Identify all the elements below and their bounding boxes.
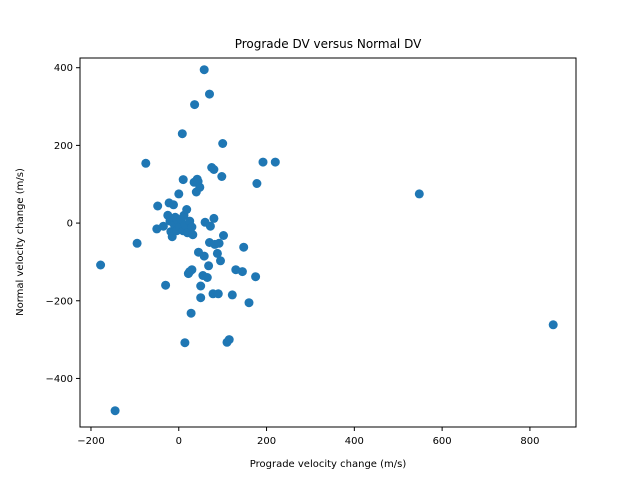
data-point bbox=[209, 165, 219, 174]
x-axis: −200 0 200 400 600 800 bbox=[77, 427, 539, 447]
data-point bbox=[217, 172, 227, 181]
x-tick-label: 0 bbox=[176, 436, 182, 447]
data-point bbox=[195, 182, 205, 192]
data-point bbox=[219, 231, 228, 240]
chart-title: Prograde DV versus Normal DV bbox=[235, 37, 422, 51]
data-point bbox=[132, 238, 142, 248]
y-tick-label: 0 bbox=[67, 219, 73, 230]
data-point bbox=[414, 189, 424, 199]
y-tick-label: 400 bbox=[54, 63, 73, 74]
data-point bbox=[199, 251, 209, 261]
data-point bbox=[196, 281, 206, 291]
data-point bbox=[199, 65, 209, 75]
data-point bbox=[209, 213, 219, 223]
x-tick-label: 800 bbox=[520, 436, 539, 447]
y-tick-label: −200 bbox=[46, 296, 73, 307]
data-point bbox=[244, 298, 254, 308]
x-tick-label: 200 bbox=[257, 436, 276, 447]
data-point bbox=[213, 289, 223, 299]
data-point bbox=[202, 273, 212, 282]
data-point bbox=[196, 293, 206, 303]
data-point bbox=[180, 338, 190, 348]
data-point bbox=[178, 175, 188, 185]
data-point bbox=[177, 129, 187, 139]
data-point bbox=[270, 157, 280, 167]
points-layer bbox=[96, 65, 558, 416]
data-point bbox=[214, 238, 224, 248]
data-point bbox=[205, 89, 214, 99]
data-point bbox=[186, 308, 196, 318]
x-tick-label: 400 bbox=[345, 436, 364, 447]
data-point bbox=[158, 221, 168, 231]
data-point bbox=[187, 222, 197, 232]
data-point bbox=[188, 230, 198, 240]
x-tick-label: −200 bbox=[77, 436, 104, 447]
plot-frame bbox=[79, 57, 577, 428]
data-point bbox=[205, 221, 215, 231]
y-axis: −400 −200 0 200 400 bbox=[46, 63, 80, 385]
data-point bbox=[174, 189, 184, 199]
data-point bbox=[252, 179, 262, 188]
data-point bbox=[141, 158, 151, 168]
y-axis-label: Normal velocity change (m/s) bbox=[15, 168, 26, 316]
data-point bbox=[161, 280, 171, 290]
data-point bbox=[187, 265, 197, 275]
data-point bbox=[239, 242, 249, 252]
data-point bbox=[224, 335, 234, 345]
data-point bbox=[182, 205, 192, 214]
x-axis-label: Prograde velocity change (m/s) bbox=[250, 459, 407, 470]
data-point bbox=[258, 157, 268, 167]
y-tick-label: −400 bbox=[46, 374, 73, 385]
data-point bbox=[169, 200, 178, 210]
data-point bbox=[190, 100, 200, 110]
data-point bbox=[251, 272, 261, 282]
data-point bbox=[110, 406, 120, 416]
data-point bbox=[96, 260, 106, 270]
data-point bbox=[227, 290, 237, 300]
data-point bbox=[153, 201, 163, 211]
data-point bbox=[237, 267, 247, 277]
y-tick-label: 200 bbox=[54, 141, 73, 152]
data-point bbox=[212, 248, 222, 258]
data-point bbox=[548, 320, 558, 330]
data-point bbox=[218, 139, 228, 148]
data-point bbox=[216, 256, 225, 266]
data-point bbox=[204, 261, 214, 271]
x-tick-label: 600 bbox=[433, 436, 452, 447]
